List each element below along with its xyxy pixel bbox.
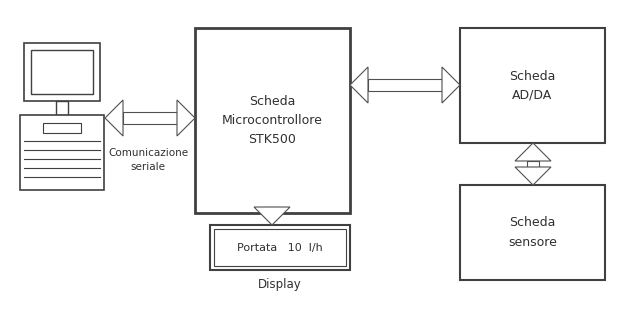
Text: Portata   10  l/h: Portata 10 l/h: [237, 243, 323, 252]
Bar: [31, 50, 93, 94]
Text: Scheda
Microcontrollore
STK500: Scheda Microcontrollore STK500: [222, 95, 323, 146]
Bar: [20, 115, 104, 190]
Bar: [214, 229, 346, 266]
Bar: [56, 101, 68, 115]
Bar: [527, 161, 539, 167]
Bar: [24, 43, 100, 101]
Text: Scheda
AD/DA: Scheda AD/DA: [509, 70, 556, 101]
Text: Scheda
sensore: Scheda sensore: [508, 217, 557, 248]
Bar: [195, 28, 350, 213]
Bar: [460, 28, 605, 143]
Polygon shape: [254, 207, 290, 225]
Bar: [266, 207, 278, 213]
Bar: [123, 112, 177, 124]
Bar: [460, 185, 605, 280]
Polygon shape: [442, 67, 460, 103]
Polygon shape: [515, 143, 551, 161]
Text: Comunicazione
seriale: Comunicazione seriale: [108, 148, 188, 172]
Polygon shape: [515, 167, 551, 185]
Polygon shape: [105, 100, 123, 136]
Bar: [368, 79, 442, 91]
Polygon shape: [350, 67, 368, 103]
Bar: [210, 225, 350, 270]
Bar: [43, 123, 81, 133]
Text: Display: Display: [258, 278, 302, 291]
Polygon shape: [177, 100, 195, 136]
